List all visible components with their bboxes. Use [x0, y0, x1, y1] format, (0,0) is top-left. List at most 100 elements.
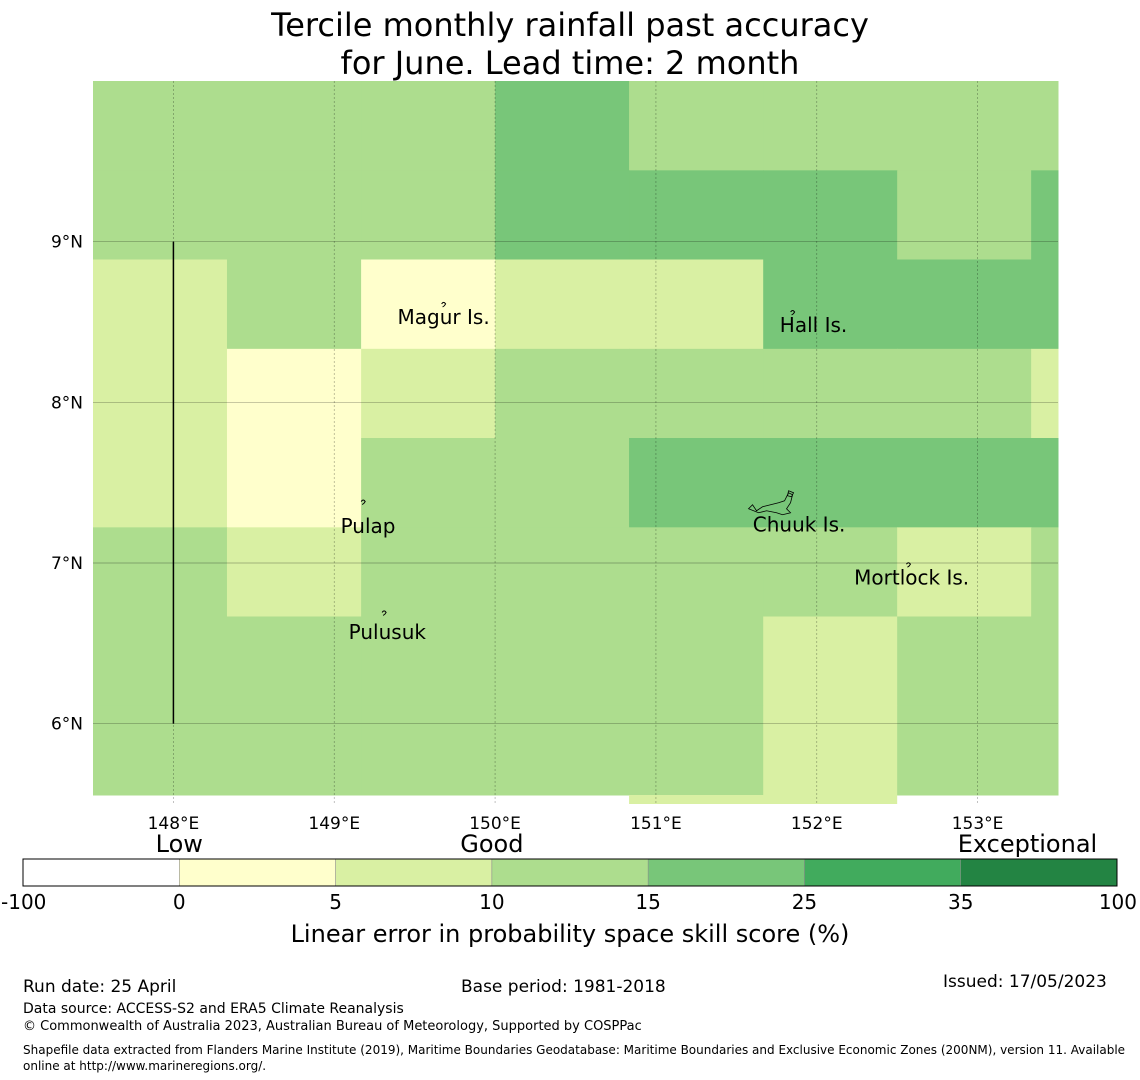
grid-cell: [495, 705, 630, 796]
grid-cell: [93, 705, 228, 796]
grid-cell: [629, 170, 764, 261]
colorbar-tick-label: -100: [1, 890, 46, 914]
grid-cell: [1031, 527, 1059, 618]
grid-cell: [763, 527, 898, 618]
map-title: Tercile monthly rainfall past accuracy f…: [0, 6, 1140, 82]
issued-date: Issued: 17/05/2023: [943, 972, 1107, 992]
grid-cell: [93, 527, 228, 618]
lon-tick-label: 150°E: [469, 814, 521, 834]
grid-cell: [495, 616, 630, 707]
grid-cell: [226, 170, 362, 261]
grid-cell: [361, 616, 496, 707]
grid-cell: [1031, 170, 1059, 261]
grid-cell: [93, 616, 228, 707]
place-label: Pulap: [341, 514, 396, 538]
colorbar-frame: [22, 858, 1118, 887]
colorbar-tick-label: 0: [173, 890, 186, 914]
grid-cell: [629, 348, 764, 439]
map-figure: Magur Is. Hall Is. Pulap Chuuk Is. Mortlock …: [1, 81, 1137, 948]
grid-cell: [763, 348, 898, 439]
colorbar-bin: [491, 859, 649, 886]
grid-cell: [93, 259, 228, 350]
island-outlines: [360, 301, 912, 616]
base-period: Base period: 1981-2018: [461, 977, 666, 997]
grid-cell: [361, 438, 496, 528]
grid-cell: [93, 170, 228, 261]
grid-cell: [226, 81, 362, 171]
grid-cell: [361, 527, 496, 618]
grid-cell: [226, 527, 362, 618]
grid-cell: [495, 259, 630, 350]
grid-cell: [763, 170, 898, 261]
grid-cell: [226, 438, 362, 528]
grid-cell: [226, 348, 362, 439]
grid-cell: [629, 81, 764, 171]
colorbar-tick-label: 100: [1099, 890, 1137, 914]
lon-tick-label: 153°E: [952, 814, 1004, 834]
grid-cell: [897, 81, 1032, 171]
grid-cell: [361, 170, 496, 261]
grid-cell: [361, 81, 496, 171]
axis-tick-labels: 148°E 149°E 150°E 151°E 152°E 153°E 9°N 8°N 7°N 6…: [51, 233, 1003, 834]
data-source: Data source: ACCESS-S2 and ERA5 Climate …: [23, 1001, 404, 1017]
colorbar-bin: [960, 859, 1117, 886]
colorbar-bin: [335, 859, 492, 886]
grid-cell: [361, 705, 496, 796]
lat-tick-label: 9°N: [51, 233, 83, 253]
island-outline: [441, 301, 447, 308]
lon-tick-label: 148°E: [148, 814, 200, 834]
grid-cell: [495, 170, 630, 261]
island-outline: [360, 499, 366, 506]
grid-cell: [226, 705, 362, 796]
grid-cell: [495, 527, 630, 618]
colorbar-legend: -100 0 5 10 15 25 35 100 Low Good Exceptional Linea…: [1, 830, 1137, 948]
grid-cell: [1031, 348, 1059, 439]
lat-tick-label: 6°N: [51, 715, 83, 735]
colorbar-tick-label: 25: [792, 890, 817, 914]
grid-cell: [93, 438, 228, 528]
grid-cell: [93, 81, 228, 171]
place-label: Chuuk Is.: [753, 512, 846, 536]
place-label: Mortlock Is.: [854, 565, 969, 589]
colorbar-tick-label: 5: [329, 890, 342, 914]
island-outline: [787, 490, 795, 498]
lat-tick-label: 8°N: [51, 393, 83, 413]
grid-cell: [629, 259, 764, 350]
grid-cell: [629, 705, 764, 796]
skill-grid: [93, 81, 1059, 804]
lon-tick-label: 152°E: [791, 814, 843, 834]
colorbar-bin: [648, 859, 805, 886]
island-outline: [381, 610, 387, 616]
grid-cell: [763, 438, 898, 528]
run-date: Run date: 25 April: [23, 977, 177, 997]
grid-cell: [763, 259, 898, 350]
grid-cell: [897, 616, 1032, 707]
colorbar-bin: [179, 859, 336, 886]
colorbar-bin: [23, 859, 180, 886]
place-labels: Magur Is. Hall Is. Pulap Chuuk Is. Mortlock …: [341, 305, 970, 644]
colorbar-caption: Linear error in probability space skill …: [291, 920, 850, 948]
grid-cell: [897, 705, 1032, 796]
colorbar-category-label: Exceptional: [958, 830, 1098, 858]
grid-cell: [763, 705, 898, 796]
island-outline: [790, 309, 796, 316]
colorbar-tick-label: 10: [479, 890, 504, 914]
grid-cell: [1031, 259, 1059, 350]
grid-cell: [495, 438, 630, 528]
lon-tick-label: 151°E: [630, 814, 682, 834]
grid-cell: [361, 259, 496, 350]
place-label: Magur Is.: [398, 305, 490, 329]
map-title-line2: for June. Lead time: 2 month: [340, 44, 800, 82]
grid-cell: [1031, 705, 1059, 796]
grid-cell: [1031, 438, 1059, 528]
lat-tick-label: 7°N: [51, 554, 83, 574]
grid-cell: [629, 527, 764, 618]
lon-tick-label: 149°E: [308, 814, 360, 834]
grid-cell: [629, 616, 764, 707]
grid-cell: [897, 438, 1032, 528]
place-label: Hall Is.: [780, 313, 847, 337]
copyright: © Commonwealth of Australia 2023, Austra…: [23, 1019, 642, 1034]
grid-cell: [1031, 81, 1059, 171]
grid-cell: [897, 259, 1032, 350]
grid-cell: [629, 438, 764, 528]
